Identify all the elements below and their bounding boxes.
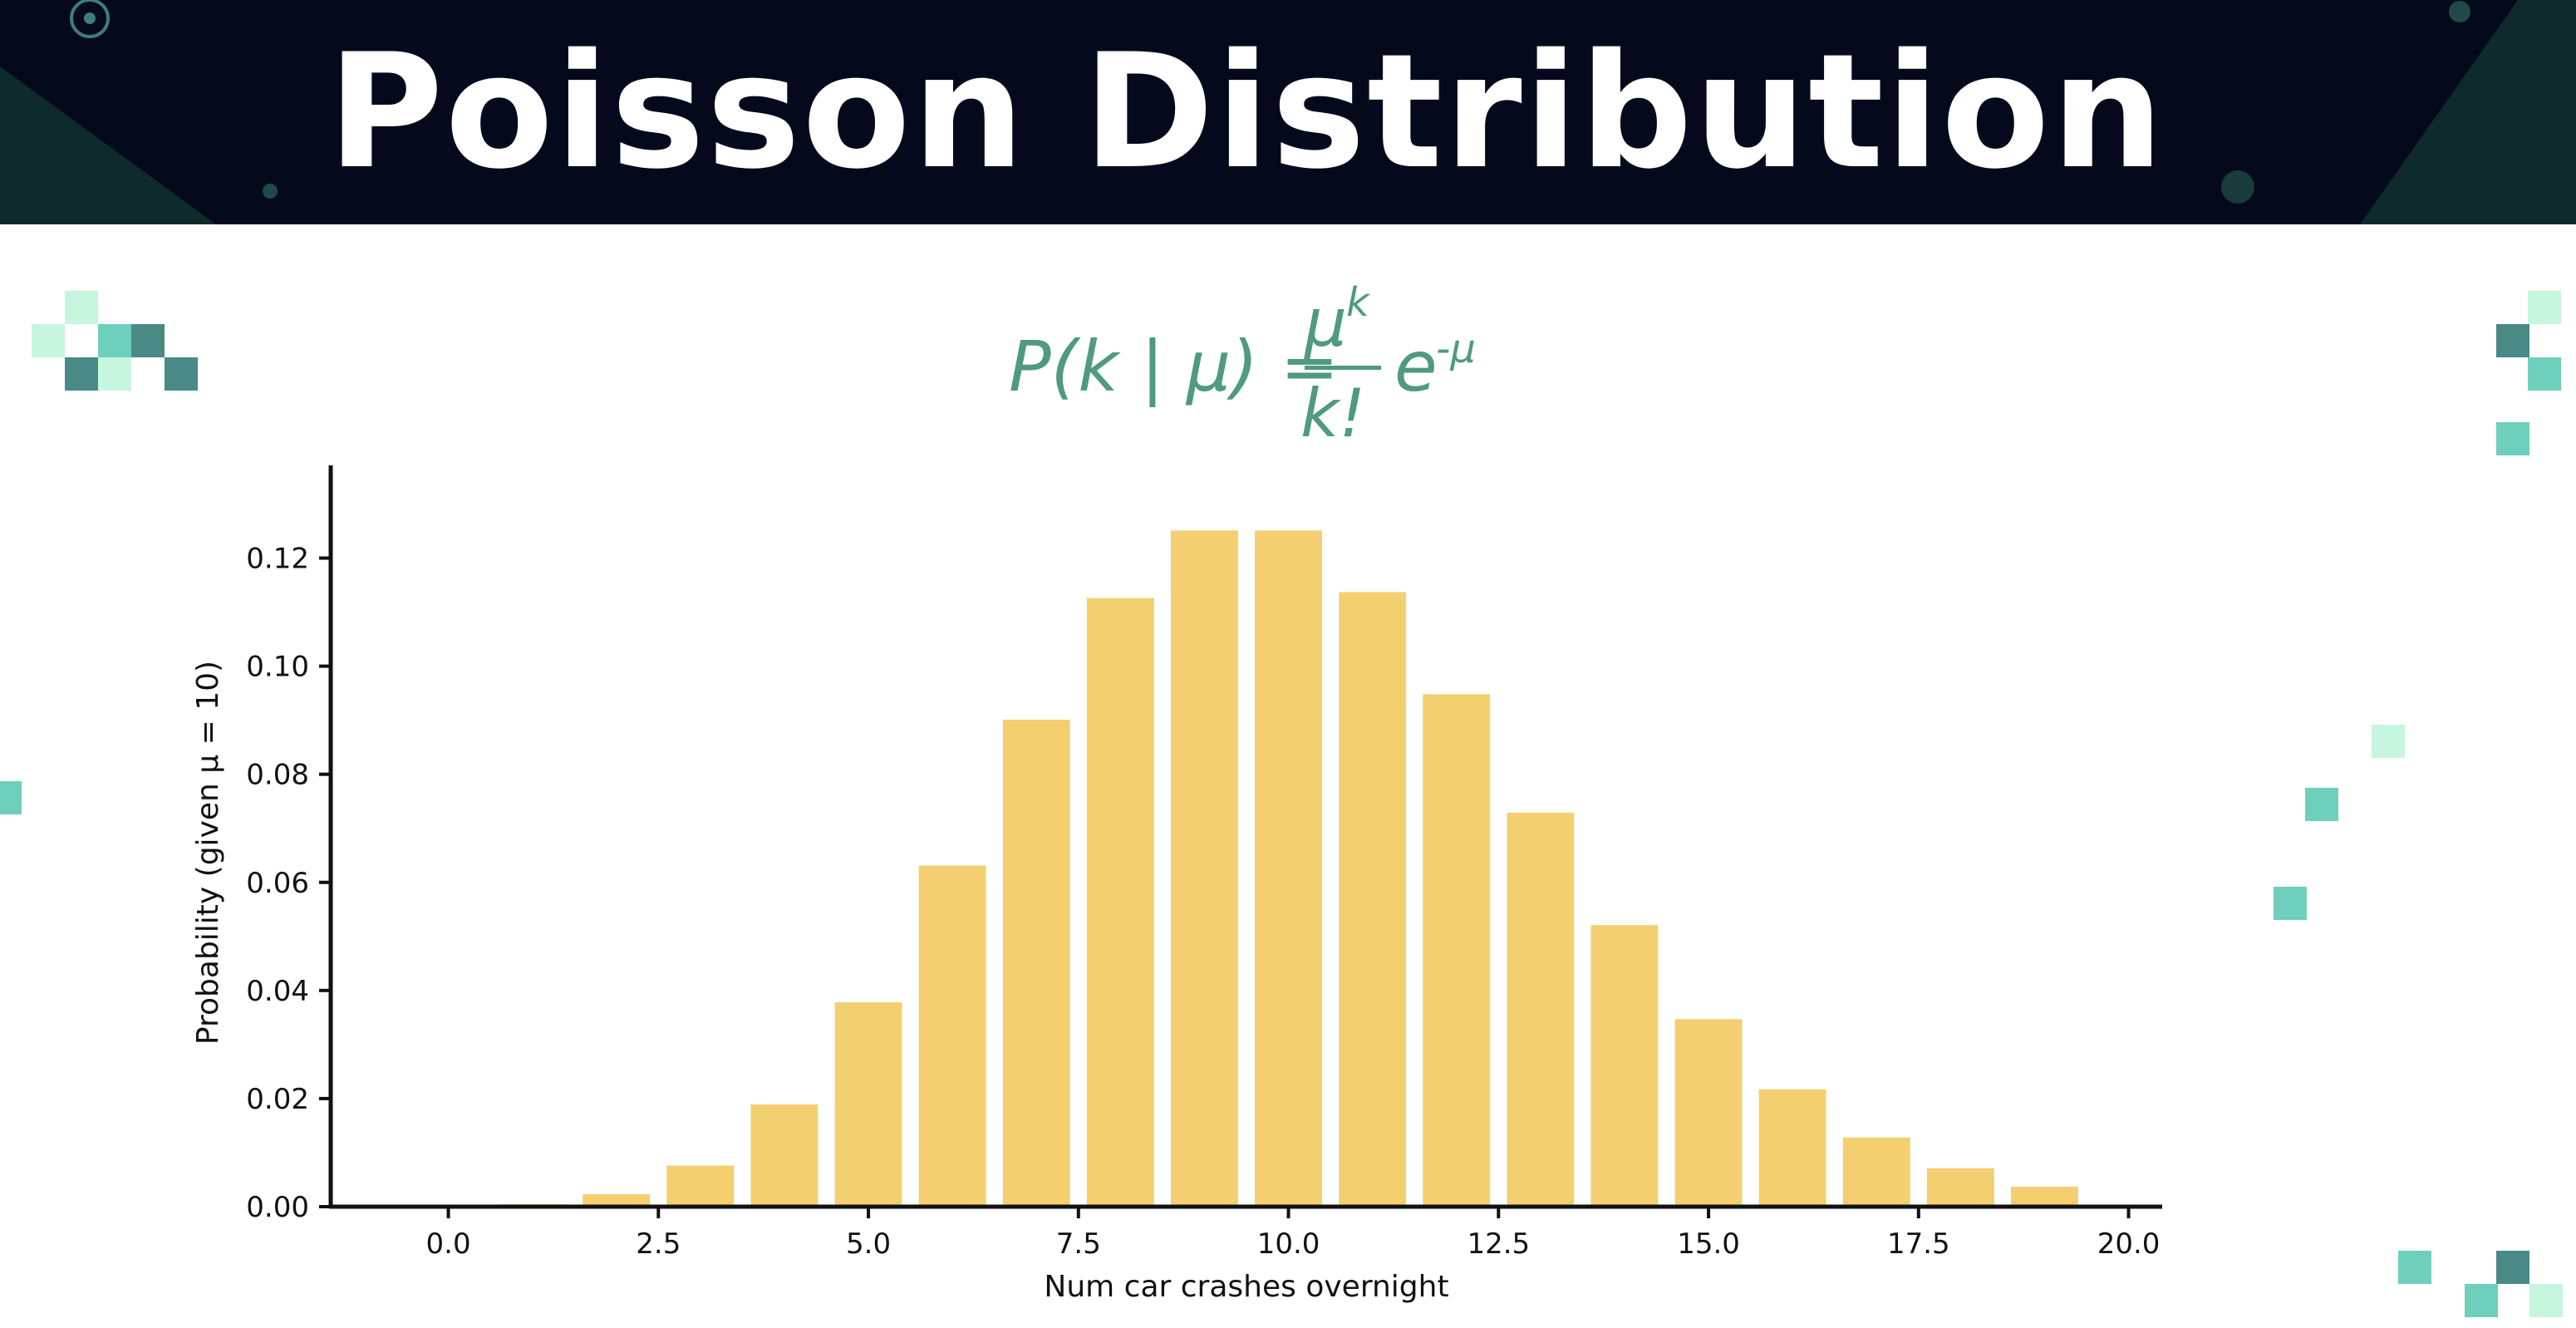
pixel-square (2496, 1251, 2529, 1284)
bars-group (415, 530, 2078, 1207)
bar-k-13 (1507, 812, 1575, 1207)
formula-numerator-base: μ (1303, 284, 1347, 362)
formula-factor-exponent: -μ (1436, 326, 1476, 372)
x-tick-label: 12.5 (1467, 1227, 1530, 1261)
poisson-bar-chart: 0.00 0.02 0.04 0.06 0.08 0.10 0.12 0.0 2.5 5.0 7.… (191, 465, 2162, 1304)
pixel-square (2398, 1251, 2431, 1284)
formula-lhs: P(k | μ) = (1009, 326, 1339, 407)
pixel-square (65, 291, 98, 324)
pixel-square (98, 357, 131, 391)
header-shape-right (2360, 0, 2576, 224)
bar-k-5 (834, 1002, 902, 1207)
pixel-square (32, 324, 65, 357)
pixel-square (0, 781, 22, 814)
bar-k-7 (1002, 720, 1070, 1207)
bar-k-11 (1339, 592, 1407, 1207)
x-tick-label: 0.0 (426, 1227, 471, 1261)
header-decoration (0, 0, 2576, 224)
pixel-square (2529, 1284, 2563, 1317)
x-ticks: 0.0 2.5 5.0 7.5 10.0 12.5 15.0 17.5 20.0 (426, 1207, 2161, 1261)
bar-k-2 (583, 1194, 651, 1207)
header-dot (263, 184, 278, 199)
pixel-square (2465, 1284, 2498, 1317)
y-tick-label: 0.04 (246, 975, 309, 1008)
header-ring (70, 0, 110, 38)
pixel-square (2372, 725, 2405, 758)
y-tick-label: 0.10 (246, 651, 309, 684)
header-dot (2221, 170, 2254, 204)
x-tick-label: 5.0 (846, 1227, 891, 1261)
poisson-formula: P(k | μ) = μ k k! e -μ (1009, 283, 1476, 452)
header-dot (84, 12, 96, 24)
pixel-square (2528, 291, 2561, 324)
bar-k-16 (1758, 1089, 1826, 1207)
bar-k-4 (750, 1104, 819, 1207)
bar-k-8 (1086, 598, 1154, 1207)
y-tick-label: 0.08 (246, 759, 309, 792)
y-tick-label: 0.02 (246, 1083, 309, 1116)
header-banner: Poisson Distribution (0, 0, 2576, 224)
pixel-square (2274, 887, 2307, 920)
formula-factor-base: e (1394, 326, 1438, 407)
header-shape-left (0, 66, 216, 224)
pixel-square (2496, 422, 2529, 455)
bar-k-3 (666, 1165, 735, 1207)
formula-numerator-exponent: k (1346, 283, 1371, 326)
x-tick-label: 2.5 (636, 1227, 681, 1261)
y-tick-label: 0.12 (246, 543, 309, 576)
header-dot (2449, 1, 2470, 22)
pixel-square (165, 357, 198, 391)
y-axis-label: Probability (given μ = 10) (191, 661, 225, 1045)
bar-k-15 (1674, 1019, 1743, 1207)
pixel-square (65, 357, 98, 391)
x-tick-label: 15.0 (1677, 1227, 1740, 1261)
bar-k-18 (1926, 1168, 1994, 1207)
x-tick-label: 10.0 (1257, 1227, 1320, 1261)
x-tick-label: 7.5 (1056, 1227, 1101, 1261)
y-tick-label: 0.06 (246, 867, 309, 900)
y-ticks: 0.00 0.02 0.04 0.06 0.08 0.10 0.12 (246, 543, 331, 1224)
page-title: Poisson Distribution (327, 20, 2166, 204)
bar-k-12 (1423, 694, 1491, 1207)
pixel-square (98, 324, 131, 357)
pixel-square (2305, 788, 2338, 821)
y-tick-label: 0.00 (246, 1191, 309, 1224)
formula-fraction-bar (1305, 366, 1381, 370)
bar-k-6 (918, 865, 986, 1207)
pixel-square (131, 324, 165, 357)
x-tick-label: 20.0 (2097, 1227, 2161, 1261)
bar-k-19 (2011, 1186, 2078, 1207)
bar-k-9 (1171, 530, 1238, 1207)
pixel-square (2528, 357, 2561, 391)
x-axis-label: Num car crashes overnight (1044, 1270, 1448, 1304)
bar-k-10 (1255, 530, 1322, 1207)
formula-denominator: k! (1300, 375, 1365, 452)
x-tick-label: 17.5 (1887, 1227, 1950, 1261)
pixel-square (2496, 324, 2529, 357)
bar-k-14 (1590, 925, 1659, 1207)
bar-k-17 (1842, 1137, 1910, 1207)
